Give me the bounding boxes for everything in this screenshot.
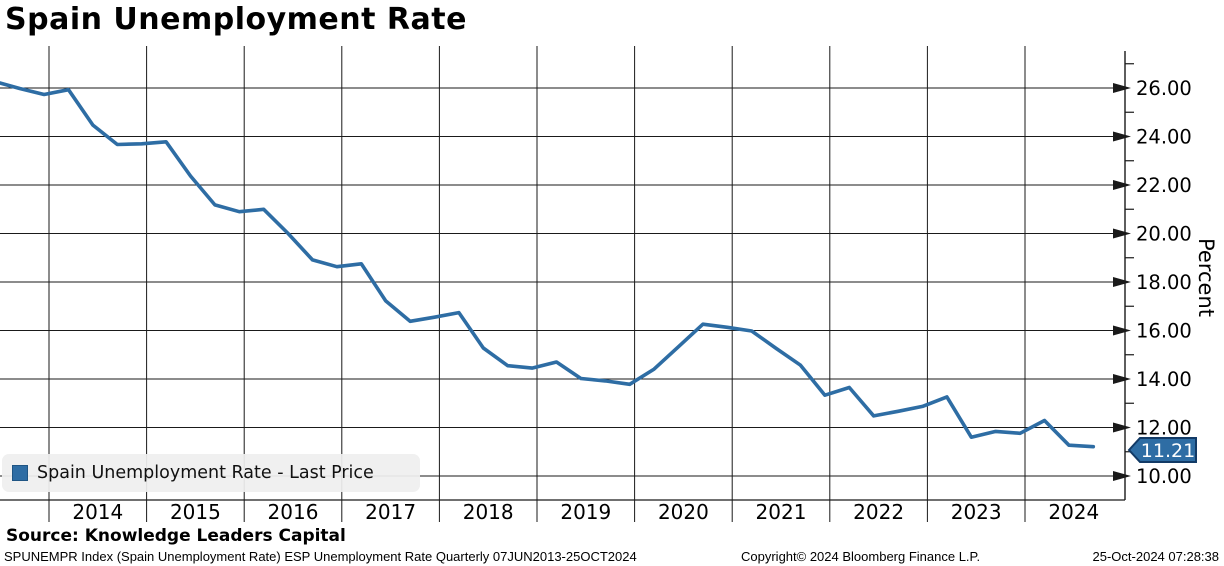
x-tick-label: 2019 [560,500,611,524]
y-tick-arrow-icon [1113,374,1131,384]
x-tick-label: 2018 [463,500,514,524]
y-tick-arrow-icon [1113,131,1131,142]
x-tick-label: 2024 [1048,500,1099,524]
last-price-badge-shape [1127,437,1197,463]
y-tick-label: 22.00 [1136,174,1192,197]
y-tick-arrow-icon [1113,277,1131,287]
y-tick-label: 18.00 [1136,271,1192,294]
x-tick-label: 2023 [951,500,1002,524]
x-tick-label: 2022 [853,500,904,524]
y-tick-label: 14.00 [1136,368,1192,391]
y-tick-label: 26.00 [1136,77,1192,100]
y-tick-label: 16.00 [1136,319,1192,342]
y-tick-arrow-icon [1113,83,1131,93]
x-tick-label: 2021 [756,500,807,524]
series-line[interactable] [0,81,1096,449]
legend-series-label: Spain Unemployment Rate - Last Price [37,463,374,483]
y-tick-arrow-icon [1113,325,1131,336]
x-tick-label: 2014 [72,500,123,524]
footer-copyright: Copyright© 2024 Bloomberg Finance L.P. [741,549,981,564]
footer-timestamp: 25-Oct-2024 07:28:38 [1092,549,1219,564]
y-tick-arrow-icon [1113,180,1131,190]
footer-security-info: SPUNEMPR Index (Spain Unemployment Rate)… [4,549,637,564]
y-tick-label: 24.00 [1136,125,1192,148]
x-tick-label: 2017 [365,500,416,524]
last-price-badge: 11.21 [1127,437,1197,463]
y-tick-arrow-icon [1113,471,1131,481]
x-tick-label: 2020 [658,500,709,524]
y-tick-label: 10.00 [1136,465,1192,488]
x-tick-label: 2016 [268,500,319,524]
y-axis-title: Percent [1194,238,1218,318]
source-line: Source: Knowledge Leaders Capital [6,526,346,546]
legend-series-marker-icon [12,465,28,481]
y-tick-arrow-icon [1113,228,1131,239]
legend[interactable]: Spain Unemployment Rate - Last Price [2,454,420,492]
last-price-value: 11.21 [1141,440,1195,462]
y-tick-arrow-icon [1113,422,1131,433]
page-title: Spain Unemployment Rate [5,2,467,37]
x-tick-label: 2015 [170,500,221,524]
y-tick-label: 12.00 [1136,416,1192,439]
y-tick-label: 20.00 [1136,222,1192,245]
